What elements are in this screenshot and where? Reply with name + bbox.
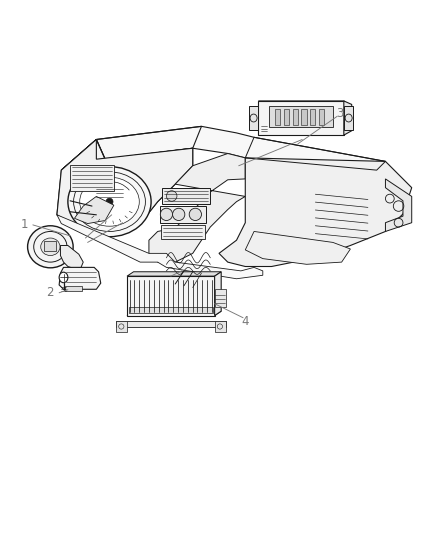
Polygon shape (344, 106, 353, 130)
Polygon shape (96, 126, 385, 179)
Bar (269, 106, 333, 127)
Polygon shape (57, 215, 263, 279)
Polygon shape (249, 106, 258, 130)
Bar (65, 286, 82, 291)
Text: 3: 3 (336, 107, 343, 120)
Ellipse shape (59, 272, 68, 282)
Polygon shape (57, 140, 193, 238)
Ellipse shape (106, 198, 113, 205)
Bar (293, 109, 298, 125)
Polygon shape (215, 321, 226, 332)
Bar (310, 109, 315, 125)
Bar (275, 109, 280, 125)
Polygon shape (127, 311, 221, 316)
Ellipse shape (166, 191, 177, 201)
Polygon shape (127, 276, 215, 316)
Polygon shape (219, 158, 412, 266)
Bar (161, 225, 205, 239)
Polygon shape (127, 272, 221, 276)
Text: 4: 4 (241, 315, 249, 328)
Bar (284, 109, 289, 125)
Bar (160, 206, 206, 223)
Polygon shape (258, 101, 344, 135)
Ellipse shape (28, 226, 73, 268)
Polygon shape (344, 101, 352, 135)
Ellipse shape (160, 208, 173, 221)
Bar (215, 289, 226, 307)
Bar (162, 188, 210, 204)
Text: 2: 2 (46, 286, 54, 300)
Ellipse shape (173, 208, 185, 221)
Polygon shape (149, 154, 245, 262)
Polygon shape (116, 321, 226, 327)
Ellipse shape (68, 167, 151, 237)
Ellipse shape (189, 208, 201, 221)
Bar (319, 109, 324, 125)
Polygon shape (258, 101, 352, 109)
Ellipse shape (80, 177, 139, 226)
Polygon shape (74, 197, 114, 223)
Polygon shape (60, 246, 83, 269)
Polygon shape (57, 140, 193, 238)
Polygon shape (116, 321, 127, 332)
Polygon shape (385, 179, 412, 231)
Bar (129, 307, 213, 313)
Polygon shape (59, 268, 101, 289)
Ellipse shape (41, 238, 60, 255)
Polygon shape (215, 272, 221, 316)
Bar (44, 241, 56, 251)
Polygon shape (245, 231, 350, 264)
Bar (70, 165, 114, 191)
Text: 1: 1 (20, 219, 28, 231)
Bar (301, 109, 307, 125)
